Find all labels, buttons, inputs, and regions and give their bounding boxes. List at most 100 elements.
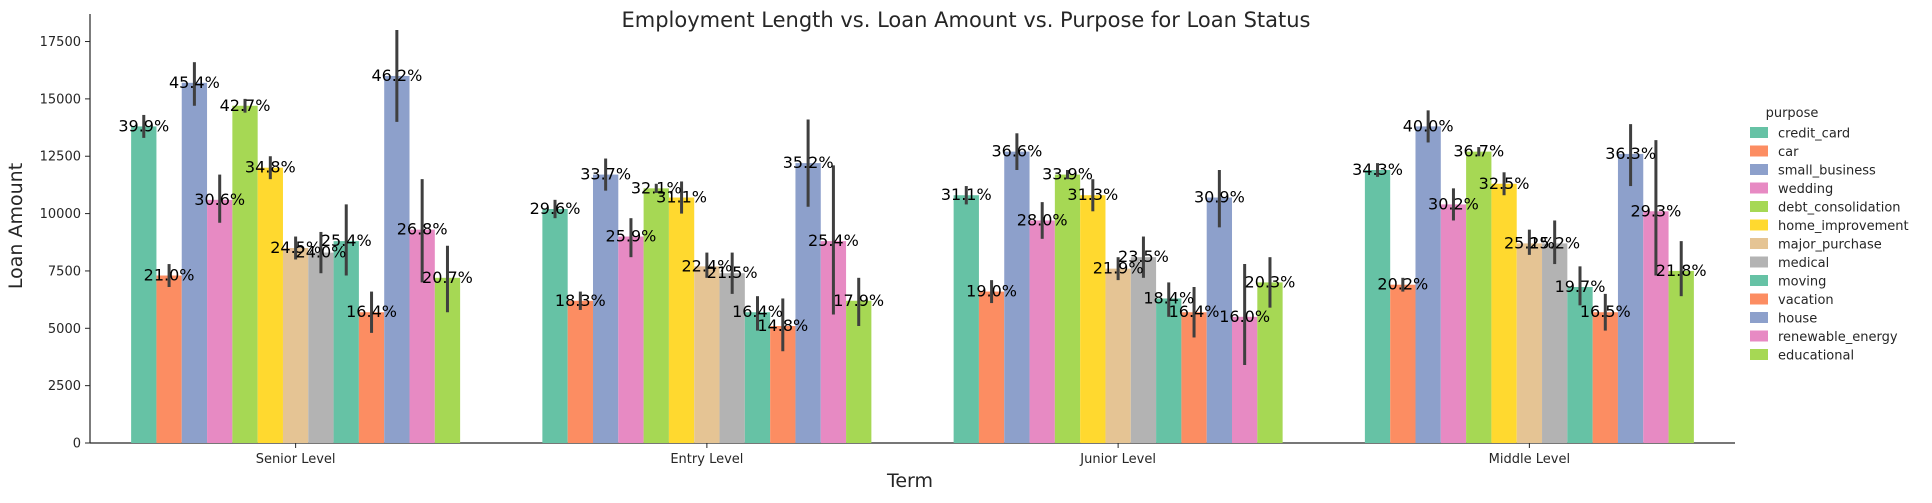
bar-wedding-2 [1029,220,1055,443]
legend-label-moving: moving [1778,275,1826,290]
legend-label-home_improvement: home_improvement [1778,219,1909,234]
bar-major_purchase-0 [282,248,309,443]
bar-major_purchase-2 [1105,268,1131,443]
data-label-debt_consolidation-1: 32.1% [631,178,682,197]
bar-moving-3 [1567,287,1593,443]
data-label-vacation-1: 14.8% [757,316,808,335]
data-label-credit_card-2: 31.1% [941,185,992,204]
y-tick-label: 2500 [48,379,81,394]
bar-wedding-0 [207,199,233,443]
data-label-small_business-1: 33.7% [580,165,631,184]
bar-small_business-1 [592,174,619,443]
bar-major_purchase-1 [694,266,720,443]
data-label-medical-0: 24.0% [296,243,347,262]
bar-debt_consolidation-3 [1466,151,1492,443]
legend-swatch-house [1750,312,1768,323]
legend-label-small_business: small_business [1778,164,1876,179]
bar-moving-1 [744,312,771,443]
data-label-vacation-2: 16.4% [1169,302,1220,321]
data-label-medical-2: 23.5% [1118,247,1169,266]
legend-label-debt_consolidation: debt_consolidation [1778,201,1901,216]
bar-home_improvement-1 [668,197,695,443]
x-tick-label: Senior Level [256,452,336,467]
data-label-home_improvement-3: 32.5% [1479,174,1530,193]
data-label-small_business-0: 45.4% [169,73,220,92]
data-label-major_purchase-3: 25.1% [1504,233,1555,252]
data-label-major_purchase-1: 22.4% [681,256,732,275]
legend-swatch-credit_card [1750,127,1768,138]
data-label-moving-2: 18.4% [1143,288,1194,307]
data-label-home_improvement-0: 34.8% [245,158,296,177]
data-label-wedding-0: 30.6% [194,190,245,209]
legend-label-house: house [1778,312,1817,327]
data-label-debt_consolidation-0: 42.7% [220,96,271,115]
bar-credit_card-2 [953,195,979,443]
bar-car-3 [1390,284,1416,443]
chart-title: Employment Length vs. Loan Amount vs. Pu… [622,8,1311,32]
data-label-car-2: 19.0% [966,282,1017,301]
bar-home_improvement-3 [1491,183,1517,443]
data-label-credit_card-1: 29.6% [530,199,581,218]
bar-credit_card-1 [542,209,568,443]
bar-debt_consolidation-2 [1054,174,1081,443]
x-tick-label: Middle Level [1489,452,1570,467]
bar-wedding-1 [618,236,644,443]
legend-swatch-debt_consolidation [1750,201,1768,212]
data-label-educational-0: 20.7% [422,268,473,287]
data-label-credit_card-0: 39.9% [118,116,169,135]
data-label-vacation-3: 16.5% [1580,302,1631,321]
data-label-moving-1: 16.4% [732,302,783,321]
data-label-wedding-1: 25.9% [606,227,657,246]
bar-medical-1 [719,273,745,443]
data-label-car-3: 20.2% [1377,275,1428,294]
data-label-moving-3: 19.7% [1555,277,1606,296]
legend-swatch-major_purchase [1750,238,1768,249]
bar-credit_card-0 [131,126,157,443]
data-label-renewable_energy-1: 25.4% [808,231,859,250]
bar-house-3 [1617,153,1644,444]
plot-area: 0 2500 5000 7500 10000 12500 15000 17500 Senior … [40,14,1735,467]
y-tick-label: 0 [73,437,81,452]
data-label-wedding-3: 30.2% [1428,194,1479,213]
y-tick-label: 10000 [40,207,81,222]
data-label-renewable_energy-0: 26.8% [397,220,448,239]
data-label-educational-3: 21.8% [1656,261,1707,280]
legend-swatch-small_business [1750,164,1768,175]
bar-car-1 [567,300,593,443]
x-axis-label: Term [886,470,933,492]
bar-small_business-0 [181,82,208,443]
data-label-car-0: 21.0% [144,266,195,285]
data-label-debt_consolidation-3: 36.7% [1453,142,1504,161]
bar-vacation-3 [1592,312,1618,443]
legend-swatch-medical [1750,256,1768,268]
bar-house-1 [795,163,821,443]
data-label-home_improvement-1: 31.1% [656,188,707,207]
legend-swatch-educational [1750,349,1768,360]
bar-car-2 [978,291,1005,443]
bar-home_improvement-2 [1080,195,1106,443]
y-tick-label: 12500 [40,150,81,165]
data-label-major_purchase-2: 21.9% [1093,259,1144,278]
bar-vacation-0 [358,312,385,443]
bar-small_business-3 [1415,126,1441,443]
bar-home_improvement-0 [257,167,283,444]
y-axis-label: Loan Amount [5,163,27,289]
legend-title: purpose [1766,106,1819,121]
data-label-educational-1: 17.9% [833,291,884,310]
bar-wedding-3 [1440,204,1467,443]
data-label-house-2: 30.9% [1194,188,1245,207]
data-label-credit_card-3: 34.3% [1352,160,1403,179]
legend-swatch-car [1750,145,1768,157]
bar-moving-2 [1156,298,1182,443]
legend-label-educational: educational [1778,349,1854,364]
data-label-debt_consolidation-2: 33.9% [1042,165,1093,184]
legend-label-medical: medical [1778,256,1829,271]
bar-medical-0 [308,252,334,443]
legend-label-renewable_energy: renewable_energy [1778,330,1898,345]
y-tick-label: 17500 [40,35,81,50]
bar-educational-3 [1668,270,1694,443]
bar-house-0 [384,75,410,444]
